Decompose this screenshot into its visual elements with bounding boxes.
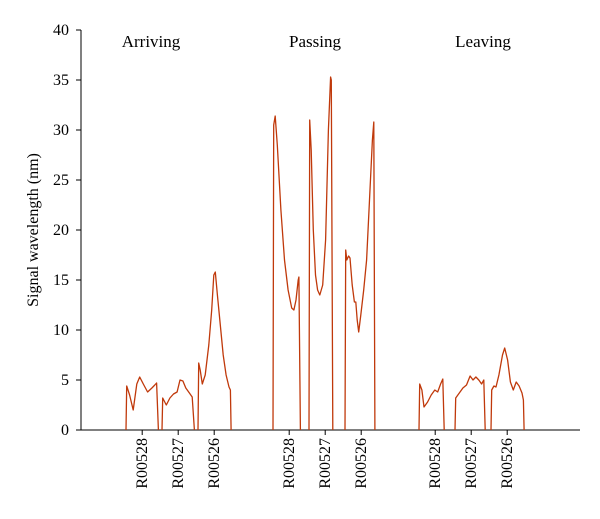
x-tick-label-r00527: R00527 (317, 438, 334, 489)
plot-lines (125, 76, 525, 431)
axes: 0 5 10 15 20 25 30 35 40 (53, 22, 580, 439)
series-line-arriving-r00526 (197, 271, 232, 431)
x-tick-label-r00526: R00526 (353, 438, 370, 489)
y-axis-title: Signal wavelength (nm) (25, 153, 42, 307)
y-tick-label: 15 (53, 272, 69, 289)
group-label-passing: Passing (289, 32, 341, 51)
x-tick-labels: R00528 R00527 R00526 R00528 R00527 R00526 R005… (134, 430, 516, 489)
series-line-arriving-r00527 (161, 379, 196, 431)
y-tick-label: 40 (53, 22, 69, 39)
x-tick-label-r00528: R00528 (427, 438, 444, 489)
x-tick-label-r00528: R00528 (281, 438, 298, 489)
y-tick-label: 0 (61, 422, 69, 439)
series-line-passing-r00528 (272, 115, 302, 431)
series-line-arriving-r00528 (125, 376, 160, 431)
y-tick-label: 35 (53, 72, 69, 89)
y-tick-label: 30 (53, 122, 69, 139)
group-label-arriving: Arriving (122, 32, 181, 51)
y-tick-label: 20 (53, 222, 69, 239)
x-tick-label-r00527: R00527 (463, 438, 480, 489)
series-line-leaving-r00528 (418, 378, 445, 431)
x-tick-label-r00526: R00526 (206, 438, 223, 489)
group-label-leaving: Leaving (455, 32, 511, 51)
x-tick-label-r00527: R00527 (170, 438, 187, 489)
series-line-leaving-r00526 (490, 347, 525, 431)
y-tick-label: 25 (53, 172, 69, 189)
series-line-passing-r00527 (308, 76, 334, 431)
x-tick-label-r00528: R00528 (134, 438, 151, 489)
series-line-passing-r00526 (344, 121, 376, 431)
y-tick-label: 5 (61, 372, 69, 389)
group-labels: Arriving Passing Leaving (122, 32, 512, 51)
series-line-leaving-r00527 (454, 375, 486, 431)
x-tick-label-r00526: R00526 (499, 438, 516, 489)
y-tick-label: 10 (53, 322, 69, 339)
